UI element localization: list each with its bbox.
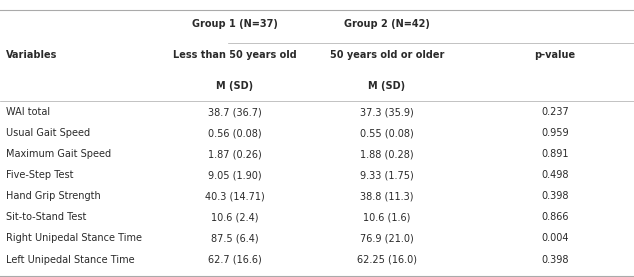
Text: 9.33 (1.75): 9.33 (1.75): [360, 170, 413, 180]
Text: 38.8 (11.3): 38.8 (11.3): [360, 191, 413, 201]
Text: Group 2 (N=42): Group 2 (N=42): [344, 19, 430, 29]
Text: Right Unipedal Stance Time: Right Unipedal Stance Time: [6, 234, 143, 243]
Text: 0.56 (0.08): 0.56 (0.08): [208, 128, 261, 138]
Text: 1.87 (0.26): 1.87 (0.26): [208, 149, 261, 159]
Text: Less than 50 years old: Less than 50 years old: [172, 50, 297, 60]
Text: 0.398: 0.398: [541, 191, 569, 201]
Text: 0.398: 0.398: [541, 255, 569, 265]
Text: 76.9 (21.0): 76.9 (21.0): [360, 234, 413, 243]
Text: Hand Grip Strength: Hand Grip Strength: [6, 191, 101, 201]
Text: 10.6 (1.6): 10.6 (1.6): [363, 212, 410, 222]
Text: 1.88 (0.28): 1.88 (0.28): [360, 149, 413, 159]
Text: 50 years old or older: 50 years old or older: [330, 50, 444, 60]
Text: 37.3 (35.9): 37.3 (35.9): [360, 107, 413, 117]
Text: 0.237: 0.237: [541, 107, 569, 117]
Text: Group 1 (N=37): Group 1 (N=37): [191, 19, 278, 29]
Text: M (SD): M (SD): [368, 81, 405, 91]
Text: Left Unipedal Stance Time: Left Unipedal Stance Time: [6, 255, 135, 265]
Text: M (SD): M (SD): [216, 81, 253, 91]
Text: WAI total: WAI total: [6, 107, 51, 117]
Text: 0.498: 0.498: [541, 170, 569, 180]
Text: 40.3 (14.71): 40.3 (14.71): [205, 191, 264, 201]
Text: 0.004: 0.004: [541, 234, 569, 243]
Text: 9.05 (1.90): 9.05 (1.90): [208, 170, 261, 180]
Text: Variables: Variables: [6, 50, 58, 60]
Text: 62.25 (16.0): 62.25 (16.0): [357, 255, 417, 265]
Text: 10.6 (2.4): 10.6 (2.4): [211, 212, 258, 222]
Text: Maximum Gait Speed: Maximum Gait Speed: [6, 149, 112, 159]
Text: p-value: p-value: [534, 50, 575, 60]
Text: 0.55 (0.08): 0.55 (0.08): [360, 128, 413, 138]
Text: 38.7 (36.7): 38.7 (36.7): [208, 107, 261, 117]
Text: Usual Gait Speed: Usual Gait Speed: [6, 128, 91, 138]
Text: 0.959: 0.959: [541, 128, 569, 138]
Text: 0.866: 0.866: [541, 212, 569, 222]
Text: Five-Step Test: Five-Step Test: [6, 170, 74, 180]
Text: Sit-to-Stand Test: Sit-to-Stand Test: [6, 212, 87, 222]
Text: 87.5 (6.4): 87.5 (6.4): [210, 234, 259, 243]
Text: 0.891: 0.891: [541, 149, 569, 159]
Text: 62.7 (16.6): 62.7 (16.6): [208, 255, 261, 265]
